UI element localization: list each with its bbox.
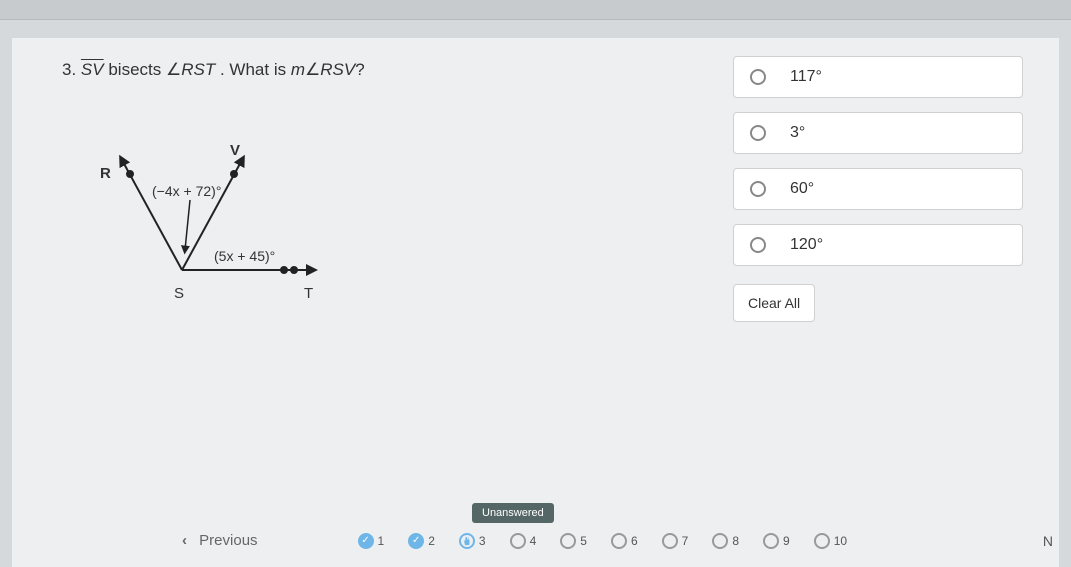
angle-name: RST — [181, 60, 215, 79]
circle-icon — [560, 533, 576, 549]
option-label: 60° — [790, 180, 814, 198]
label-R: R — [100, 165, 111, 182]
circle-icon — [611, 533, 627, 549]
expr-rsv: (−4x + 72)° — [152, 183, 221, 199]
check-icon — [358, 533, 374, 549]
radio-icon — [750, 181, 766, 197]
circle-icon — [814, 533, 830, 549]
nav-dot-7[interactable]: 7 — [662, 533, 689, 549]
option-b[interactable]: 3° — [733, 112, 1023, 154]
nav-dot-number: 9 — [783, 534, 790, 548]
nav-dot-number: 3 — [479, 534, 486, 548]
qmark: ? — [355, 60, 364, 79]
radio-icon — [750, 69, 766, 85]
hand-icon — [459, 533, 475, 549]
nav-dot-number: 7 — [682, 534, 689, 548]
option-label: 3° — [790, 124, 805, 142]
clear-all-button[interactable]: Clear All — [733, 284, 815, 322]
angle-diagram: R V S T (−4x + 72)° (5x + 45)° — [82, 120, 382, 320]
question-number: 3. — [62, 60, 76, 79]
nav-dot-number: 8 — [732, 534, 739, 548]
option-d[interactable]: 120° — [733, 224, 1023, 266]
nav-dot-4[interactable]: 4 — [510, 533, 537, 549]
nav-dot-number: 4 — [530, 534, 537, 548]
nav-dot-10[interactable]: 10 — [814, 533, 847, 549]
chevron-left-icon: ‹ — [182, 532, 187, 549]
nav-dots: 1 2 3 4 5 6 7 8 9 10 — [358, 533, 848, 549]
radio-icon — [750, 125, 766, 141]
question-prompt: 3. SV bisects ∠RST . What is m∠RSV? — [62, 60, 733, 80]
circle-icon — [510, 533, 526, 549]
nav-dot-6[interactable]: 6 — [611, 533, 638, 549]
nav-dot-2[interactable]: 2 — [408, 533, 435, 549]
ray-name: SV — [81, 60, 104, 79]
circle-icon — [662, 533, 678, 549]
angle-symbol: ∠ — [166, 60, 181, 79]
nav-dot-8[interactable]: 8 — [712, 533, 739, 549]
question-row: 3. SV bisects ∠RST . What is m∠RSV? R V — [12, 38, 1059, 322]
option-a[interactable]: 117° — [733, 56, 1023, 98]
nav-dot-number: 6 — [631, 534, 638, 548]
quiz-page: 3. SV bisects ∠RST . What is m∠RSV? R V — [12, 38, 1059, 567]
question-nav: ‹ Previous 1 2 3 4 5 6 7 8 9 10 — [12, 532, 1059, 549]
answer-options: 117° 3° 60° 120° Clear All — [733, 56, 1023, 322]
angle-symbol-2: ∠ — [305, 60, 320, 79]
label-T: T — [304, 285, 313, 302]
tooltip-unanswered: Unanswered — [472, 503, 554, 523]
ask-angle: RSV — [320, 60, 355, 79]
nav-dot-number: 1 — [378, 534, 385, 548]
label-V: V — [230, 142, 240, 159]
circle-icon — [763, 533, 779, 549]
nav-dot-number: 5 — [580, 534, 587, 548]
verb: bisects — [108, 60, 161, 79]
check-icon — [408, 533, 424, 549]
nav-dot-number: 2 — [428, 534, 435, 548]
option-label: 120° — [790, 236, 823, 254]
nav-dot-3[interactable]: 3 — [459, 533, 486, 549]
label-S: S — [174, 285, 184, 302]
previous-button[interactable]: ‹ Previous — [182, 532, 258, 549]
option-label: 117° — [790, 68, 822, 86]
expr-vst: (5x + 45)° — [214, 248, 275, 264]
question-left: 3. SV bisects ∠RST . What is m∠RSV? R V — [62, 60, 733, 322]
browser-topbar — [0, 0, 1071, 20]
previous-label: Previous — [199, 532, 257, 549]
nav-dot-9[interactable]: 9 — [763, 533, 790, 549]
radio-icon — [750, 237, 766, 253]
nav-dot-number: 10 — [834, 534, 847, 548]
nav-dot-5[interactable]: 5 — [560, 533, 587, 549]
circle-icon — [712, 533, 728, 549]
ask-m: m — [291, 60, 305, 79]
nav-dot-1[interactable]: 1 — [358, 533, 385, 549]
next-hint-letter: N — [1043, 533, 1053, 549]
prompt-tail: . What is — [220, 60, 286, 79]
option-c[interactable]: 60° — [733, 168, 1023, 210]
